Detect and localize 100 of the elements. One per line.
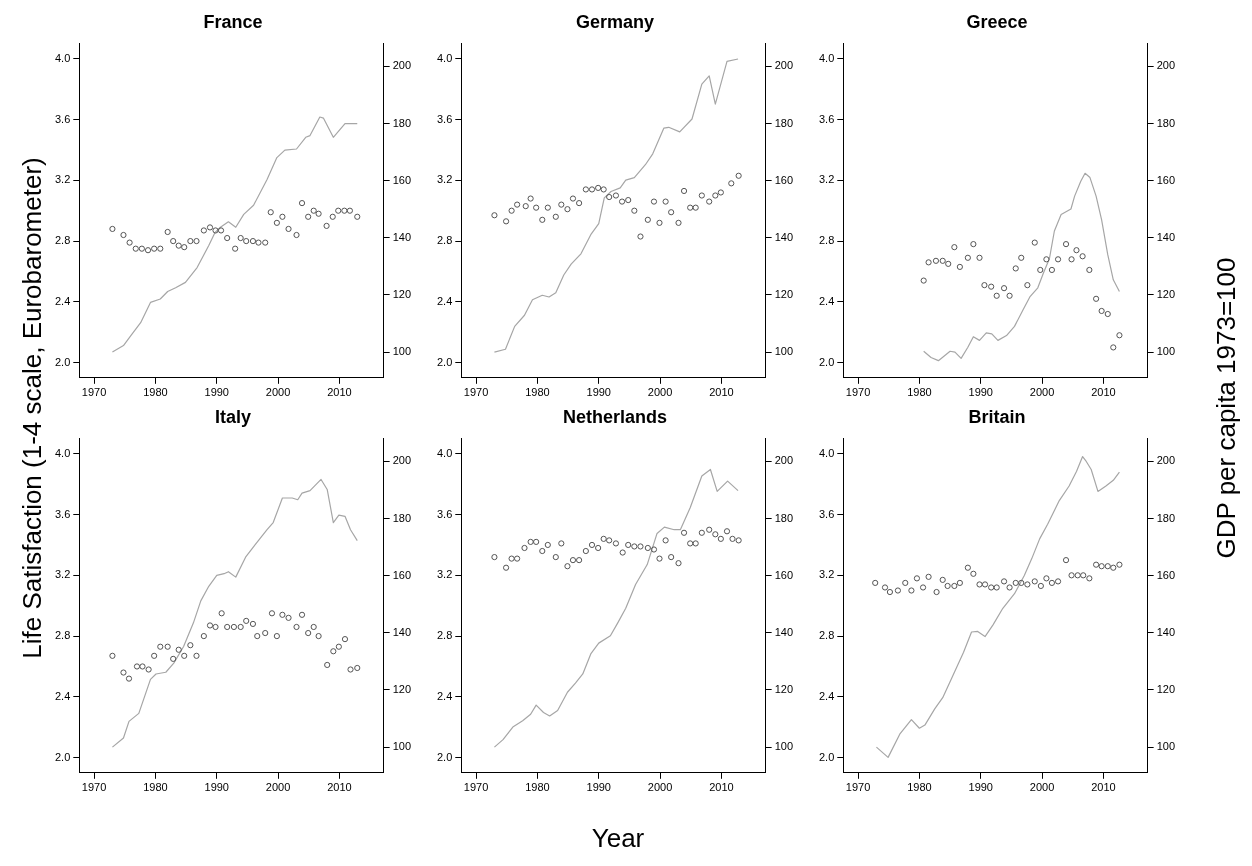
- y2-tick-label: 180: [392, 116, 412, 129]
- y-tick-label: 3.6: [436, 507, 453, 520]
- y2-tick-label: 160: [774, 173, 794, 186]
- y-tick-label: 4.0: [436, 446, 453, 459]
- x-tick-label: 1970: [463, 386, 489, 399]
- x-tick-label: 1980: [143, 386, 168, 399]
- y2-tick-label: 160: [1156, 568, 1176, 581]
- y2-tick-label: 200: [392, 59, 412, 72]
- y2-tick-label: 120: [1156, 683, 1176, 695]
- y-tick-label: 3.6: [54, 507, 71, 520]
- y2-tick-label: 200: [392, 454, 412, 467]
- x-tick-label: 2010: [327, 781, 352, 794]
- y2-tick-label: 180: [1156, 511, 1176, 524]
- y2-tick-label: 160: [1156, 173, 1176, 186]
- y2-tick-label: 120: [774, 683, 794, 695]
- x-tick-label: 2000: [265, 781, 291, 794]
- y-tick-label: 2.4: [54, 689, 71, 702]
- y2-tick-label: 200: [1156, 454, 1176, 467]
- y-tick-label: 3.2: [436, 173, 453, 186]
- y-tick-label: 2.4: [54, 294, 71, 307]
- y-tick-label: 2.8: [54, 629, 71, 642]
- y2-tick-label: 180: [774, 511, 794, 524]
- y-tick-label: 2.4: [436, 294, 453, 307]
- x-tick-label: 1990: [968, 386, 993, 399]
- y-tick-label: 2.8: [436, 234, 453, 247]
- y-tick-label: 2.4: [818, 294, 835, 307]
- x-tick-label: 1980: [525, 781, 550, 794]
- y-tick-label: 2.8: [436, 629, 453, 642]
- chart-title: Germany: [575, 11, 655, 32]
- y2-tick-label: 140: [1156, 230, 1176, 243]
- chart-title: France: [203, 11, 263, 32]
- x-tick-label: 2000: [647, 386, 673, 399]
- y2-tick-label: 100: [1156, 740, 1176, 753]
- y-tick-label: 2.0: [436, 355, 453, 368]
- y2-tick-label: 140: [392, 230, 412, 243]
- chart-title: Britain: [968, 406, 1026, 427]
- x-tick-label: 1970: [81, 781, 107, 794]
- y-tick-label: 2.0: [54, 355, 71, 368]
- x-tick-label: 2010: [709, 781, 734, 794]
- y2-tick-label: 200: [774, 59, 794, 72]
- y2-tick-label: 100: [392, 740, 412, 753]
- x-tick-label: 1970: [845, 386, 871, 399]
- y2-tick-label: 200: [1156, 59, 1176, 72]
- y2-tick-label: 120: [392, 683, 412, 695]
- chart-title: Italy: [214, 406, 252, 427]
- x-axis-title: Year: [591, 823, 645, 854]
- y2-tick-label: 100: [1156, 345, 1176, 358]
- x-tick-label: 2010: [709, 386, 734, 399]
- chart-title: Greece: [966, 11, 1028, 32]
- y-tick-label: 3.6: [818, 112, 835, 125]
- x-tick-label: 2010: [1091, 781, 1116, 794]
- y2-tick-label: 180: [392, 511, 412, 524]
- y-tick-label: 2.0: [54, 750, 71, 763]
- y-tick-label: 3.6: [436, 112, 453, 125]
- y2-tick-label: 100: [392, 345, 412, 358]
- y2-tick-label: 200: [774, 454, 794, 467]
- x-tick-label: 1990: [968, 781, 993, 794]
- x-tick-label: 1980: [143, 781, 168, 794]
- x-tick-label: 2000: [647, 781, 673, 794]
- x-tick-label: 1990: [586, 781, 611, 794]
- y-tick-label: 3.2: [818, 173, 835, 186]
- y2-tick-label: 120: [774, 288, 794, 300]
- y2-tick-label: 120: [1156, 288, 1176, 300]
- y-tick-label: 4.0: [54, 51, 71, 64]
- y-tick-label: 2.0: [436, 750, 453, 763]
- x-tick-label: 1990: [586, 386, 611, 399]
- y-tick-label: 3.2: [818, 568, 835, 581]
- y-tick-label: 4.0: [818, 446, 835, 459]
- y2-tick-label: 180: [774, 116, 794, 129]
- y-tick-label: 3.2: [54, 568, 71, 581]
- x-tick-label: 1970: [81, 386, 107, 399]
- y-axis-title: Life Satisfaction (1-4 scale, Eurobarometer): [16, 157, 48, 659]
- y2-tick-label: 140: [774, 625, 794, 638]
- x-tick-label: 1980: [907, 386, 932, 399]
- x-tick-label: 1970: [845, 781, 871, 794]
- x-tick-label: 1990: [204, 386, 229, 399]
- x-tick-label: 1990: [204, 781, 229, 794]
- y-tick-label: 3.6: [818, 507, 835, 520]
- y-tick-label: 2.4: [818, 689, 835, 702]
- y2-tick-label: 120: [392, 288, 412, 300]
- x-tick-label: 1980: [525, 386, 550, 399]
- y-tick-label: 3.2: [54, 173, 71, 186]
- y-tick-label: 2.8: [818, 234, 835, 247]
- x-tick-label: 2000: [1029, 781, 1055, 794]
- x-tick-label: 1970: [463, 781, 489, 794]
- y-tick-label: 3.6: [54, 112, 71, 125]
- y-tick-label: 2.8: [54, 234, 71, 247]
- x-tick-label: 2000: [265, 386, 291, 399]
- y2-tick-label: 180: [1156, 116, 1176, 129]
- y2-tick-label: 100: [774, 740, 794, 753]
- y-tick-label: 4.0: [436, 51, 453, 64]
- chart-title: Netherlands: [562, 406, 668, 427]
- y2-tick-label: 100: [774, 345, 794, 358]
- y-tick-label: 4.0: [54, 446, 71, 459]
- y2-tick-label: 160: [774, 568, 794, 581]
- x-tick-label: 1980: [907, 781, 932, 794]
- y2-tick-label: 160: [392, 568, 412, 581]
- x-tick-label: 2010: [327, 386, 352, 399]
- x-tick-label: 2010: [1091, 386, 1116, 399]
- y-tick-label: 2.8: [818, 629, 835, 642]
